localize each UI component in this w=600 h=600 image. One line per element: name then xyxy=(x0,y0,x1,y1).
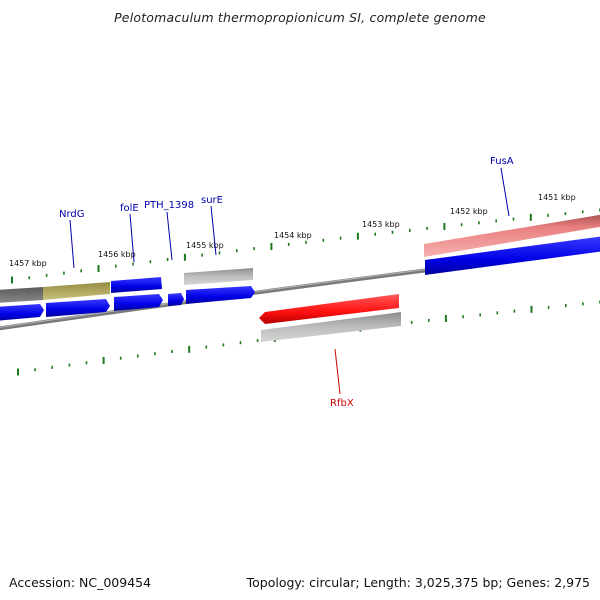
accession-label: Accession: NC_009454 xyxy=(9,575,152,590)
scale-label-1457: 1457 kbp xyxy=(9,259,47,268)
scale-ticks-upper xyxy=(11,208,600,284)
leader-line-pth xyxy=(166,211,173,261)
gene-label-nrdg[interactable]: NrdG xyxy=(59,209,85,220)
gene-arrow-forward xyxy=(425,236,600,275)
scale-label-1454: 1454 kbp xyxy=(274,231,312,240)
gene-label-rfbx[interactable]: RfbX xyxy=(330,398,354,409)
leader-line-nrdg xyxy=(69,219,75,269)
gene-arrow-forward xyxy=(46,299,110,317)
leader-line-rfbx xyxy=(334,348,341,395)
reverse-genes xyxy=(259,294,401,342)
leader-line-sure xyxy=(210,205,217,256)
scale-label-1452: 1452 kbp xyxy=(450,207,488,216)
gene-label-sure[interactable]: surE xyxy=(201,195,223,206)
gene-arrow-forward xyxy=(168,293,184,306)
gene-label-pth1398[interactable]: PTH_1398 xyxy=(144,200,194,211)
feature-bar-pink xyxy=(424,214,600,257)
gene-arrow-forward xyxy=(186,286,255,304)
gene-arrow-forward xyxy=(114,294,163,311)
feature-bar-gray xyxy=(184,268,253,285)
feature-bar-darkgray xyxy=(0,287,43,303)
leader-line-fole xyxy=(129,213,135,263)
map-title: Pelotomaculum thermopropionicum SI, comp… xyxy=(114,10,486,25)
scale-label-1456: 1456 kbp xyxy=(98,250,136,259)
forward-genes xyxy=(0,236,600,321)
gene-label-fole[interactable]: folE xyxy=(120,203,139,214)
feature-bar-gray-lower xyxy=(261,312,401,342)
scale-label-1455: 1455 kbp xyxy=(186,241,224,250)
scale-label-1453: 1453 kbp xyxy=(362,220,400,229)
scale-label-1451: 1451 kbp xyxy=(538,193,576,202)
gene-arrow-forward xyxy=(111,277,162,293)
gene-label-fusa[interactable]: FusA xyxy=(490,156,514,167)
genome-summary: Topology: circular; Length: 3,025,375 bp… xyxy=(246,575,590,590)
feature-track-upper xyxy=(0,214,600,303)
leader-line-fusa xyxy=(500,167,510,217)
feature-bar-olive xyxy=(43,282,110,300)
gene-arrow-forward xyxy=(0,304,44,321)
gene-arrow-reverse xyxy=(259,294,399,324)
